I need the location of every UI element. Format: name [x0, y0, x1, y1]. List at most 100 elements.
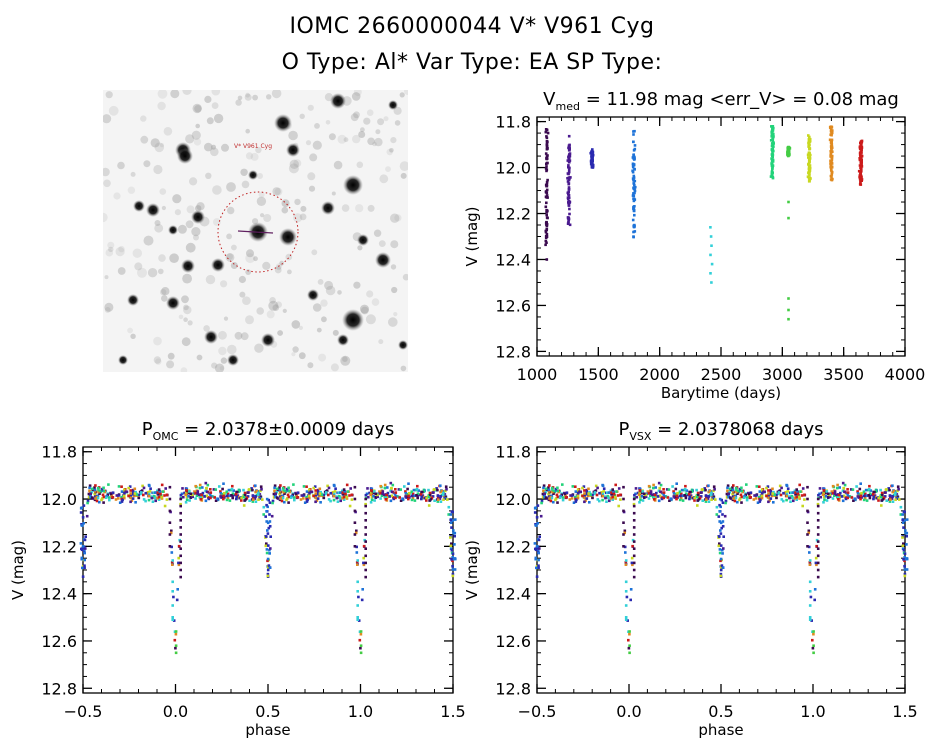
phase-point — [535, 564, 539, 568]
timeseries-point — [567, 169, 571, 172]
phase-point — [765, 494, 768, 498]
phase-point — [81, 566, 84, 570]
phase-point — [628, 644, 631, 647]
phase-point — [422, 495, 425, 499]
phase-point — [102, 495, 106, 499]
phase-point — [198, 486, 202, 490]
phase-point — [337, 491, 340, 494]
timeseries-point — [633, 213, 636, 217]
finder-star-faint — [210, 147, 219, 157]
timeseries-point — [590, 162, 593, 165]
phase-point — [803, 493, 806, 497]
phase-point — [681, 499, 685, 502]
phase-point — [814, 561, 818, 565]
phase-point — [185, 495, 189, 499]
phase-point — [840, 495, 844, 498]
phase-point — [814, 556, 818, 560]
phase-point — [174, 651, 178, 655]
finder-star-faint — [328, 133, 336, 141]
phase-point — [718, 503, 721, 507]
phase-point — [615, 490, 618, 493]
phase-point — [623, 545, 627, 549]
phase-point — [86, 501, 89, 505]
phase-point — [272, 496, 276, 499]
phase-point — [754, 497, 758, 500]
timeseries-point — [632, 149, 636, 152]
phase-point — [259, 489, 262, 493]
finder-star-faint — [103, 167, 110, 177]
finder-star-faint — [282, 308, 287, 313]
phase-point — [721, 520, 725, 523]
phase-point — [142, 493, 145, 497]
phase-point — [308, 491, 311, 495]
finder-star-faint — [320, 299, 328, 307]
phase-point — [189, 492, 193, 496]
finder-star-faint — [231, 244, 237, 251]
timeseries-point — [830, 165, 834, 169]
x-axis-label: phase — [245, 721, 290, 739]
timeseries-point — [591, 152, 594, 155]
phase-point — [552, 489, 556, 493]
phase-point — [399, 488, 402, 491]
phase-point — [267, 544, 270, 547]
phase-point — [601, 484, 605, 488]
finder-star-faint — [245, 152, 254, 160]
phase-point — [310, 490, 314, 494]
phase-point — [707, 484, 710, 487]
finder-star-faint — [378, 339, 384, 345]
phase-point — [583, 494, 586, 497]
phase-point — [632, 511, 636, 515]
phase-point — [165, 493, 169, 497]
phase-point — [379, 484, 382, 488]
phase-point — [431, 495, 435, 498]
timeseries-point — [567, 190, 570, 194]
phase-point — [419, 493, 423, 496]
finder-star-faint — [104, 307, 111, 313]
phase-point — [715, 505, 719, 509]
phase-point — [769, 492, 773, 496]
timeseries-point — [631, 162, 635, 166]
phase-point — [634, 492, 637, 496]
finder-star-faint — [130, 171, 136, 177]
phase-point — [108, 496, 111, 499]
phase-point — [721, 566, 725, 569]
phase-point — [889, 498, 892, 501]
phase-point — [712, 489, 715, 493]
phase-point — [736, 489, 740, 493]
phase-point — [583, 500, 586, 504]
phase-point — [880, 504, 883, 507]
phase-point — [824, 495, 828, 498]
phase-point — [355, 545, 358, 549]
phase-point — [658, 494, 662, 498]
phase-point — [363, 538, 366, 542]
phase-point — [173, 638, 177, 642]
finder-star-faint — [153, 356, 162, 364]
phase-point — [196, 492, 199, 495]
phase-point — [449, 536, 452, 539]
phase-point — [824, 491, 827, 495]
phase-point — [95, 499, 99, 503]
y-tick-label: 12.6 — [495, 296, 531, 315]
phase-point — [213, 496, 216, 499]
phase-point — [451, 519, 454, 522]
phase-point — [885, 488, 888, 491]
phase-point — [416, 492, 420, 495]
phase-point — [795, 488, 798, 491]
timeseries-point — [829, 140, 833, 144]
phase-point — [200, 493, 203, 497]
phase-point — [605, 500, 608, 503]
phase-point — [319, 490, 322, 494]
phase-point — [124, 490, 127, 494]
phase-point — [541, 496, 545, 499]
phase-point — [624, 580, 628, 584]
phase-point — [846, 493, 849, 496]
finder-star-faint — [342, 356, 348, 363]
x-tick-label: −0.5 — [64, 702, 103, 721]
phase-point — [235, 495, 238, 498]
timeseries-point — [830, 173, 834, 176]
phase-point — [179, 502, 182, 506]
phase-point — [403, 485, 406, 488]
phase-point — [370, 498, 374, 501]
phase-point — [171, 618, 174, 621]
phase-point — [316, 491, 320, 494]
